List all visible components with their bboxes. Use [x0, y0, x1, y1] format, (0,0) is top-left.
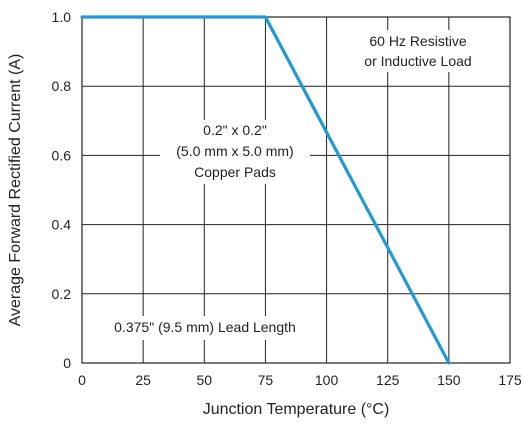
series-layer — [80, 15, 451, 365]
y-tick-label: 0.2 — [52, 286, 72, 302]
x-tick-label: 125 — [376, 372, 400, 388]
plot-frame — [81, 16, 511, 364]
x-tick-labels: 0 25 50 75 100 125 150 175 — [78, 372, 522, 388]
x-axis-title: Junction Temperature (°C) — [203, 401, 390, 418]
annotation-load-line-1: 60 Hz Resistive — [369, 33, 466, 49]
x-tick-label: 175 — [498, 372, 522, 388]
y-tick-label: 0.8 — [52, 78, 72, 94]
annotation-load-line-2: or Inductive Load — [364, 53, 471, 69]
x-tick-label: 50 — [196, 372, 212, 388]
annotation-pads-line-3: Copper Pads — [194, 164, 276, 180]
annotation-copper-pads: 0.2" x 0.2" (5.0 mm x 5.0 mm) Copper Pad… — [160, 120, 310, 184]
annotation-load-bg — [348, 30, 488, 72]
y-tick-label: 0.6 — [52, 147, 72, 163]
annotation-pads-line-2: (5.0 mm x 5.0 mm) — [176, 143, 293, 159]
x-tick-label: 100 — [315, 372, 339, 388]
annotation-lead-line-1: 0.375" (9.5 mm) Lead Length — [114, 319, 296, 335]
annotation-lead-bg — [90, 316, 322, 340]
y-tick-label: 0.4 — [52, 217, 72, 233]
y-tick-label: 0 — [63, 355, 71, 371]
series-line-0 — [80, 15, 451, 365]
y-tick-label: 1.0 — [52, 9, 72, 25]
annotation-load-condition: 60 Hz Resistive or Inductive Load — [348, 30, 488, 72]
annotation-pads-line-1: 0.2" x 0.2" — [203, 122, 267, 138]
annotation-lead-length: 0.375" (9.5 mm) Lead Length — [90, 316, 322, 340]
x-tick-label: 0 — [78, 372, 86, 388]
x-tick-label: 150 — [437, 372, 461, 388]
y-tick-labels: 0 0.2 0.4 0.6 0.8 1.0 — [52, 9, 72, 371]
x-tick-label: 75 — [258, 372, 274, 388]
y-axis-title: Average Forward Rectified Current (A) — [7, 54, 24, 327]
x-tick-label: 25 — [135, 372, 151, 388]
annotation-pads-bg — [160, 120, 310, 184]
